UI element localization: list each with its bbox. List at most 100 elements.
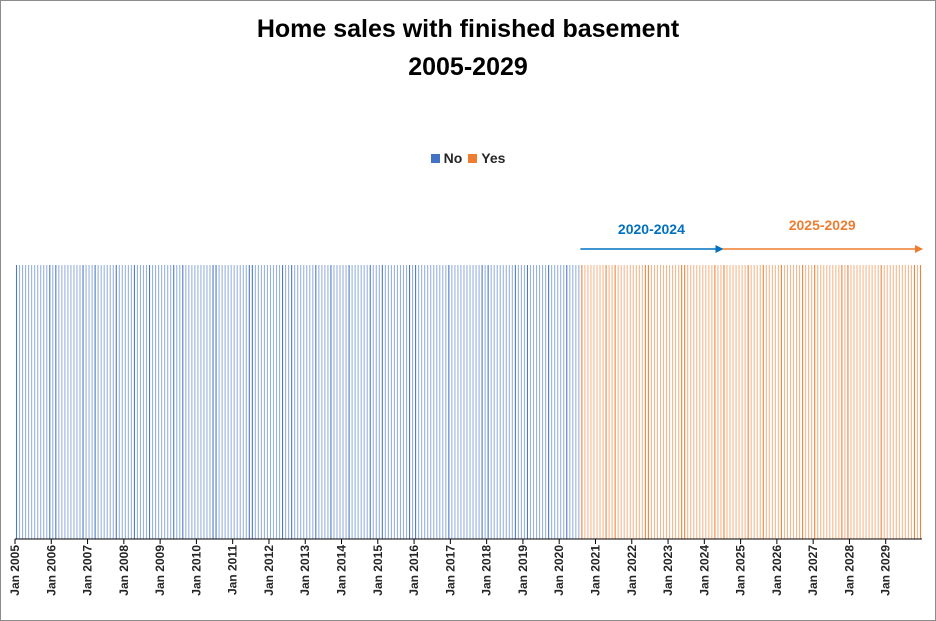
bar-yes [799, 265, 801, 539]
bar-no [221, 265, 223, 539]
bar-yes [593, 265, 595, 539]
bar-no [197, 265, 199, 539]
bar-no [55, 265, 57, 539]
bar-no [233, 265, 235, 539]
bar-yes [687, 265, 689, 539]
bar-no [339, 265, 341, 539]
bar-yes [711, 265, 713, 539]
bar-no [378, 265, 380, 539]
bar-no [242, 265, 244, 539]
bar-yes [829, 265, 831, 539]
bar-yes [669, 265, 671, 539]
bar-yes [817, 265, 819, 539]
x-tick-label: Jan 2025 [734, 545, 748, 596]
x-tick-label: Jan 2018 [480, 545, 494, 596]
x-tick-label: Jan 2020 [552, 545, 566, 596]
bar-no [15, 265, 18, 539]
bar-no [315, 265, 317, 539]
bar-no [557, 265, 559, 539]
annotation-label: 2020-2024 [618, 221, 685, 237]
bar-no [67, 265, 69, 539]
bar-yes [653, 265, 655, 539]
bar-no [185, 265, 187, 539]
bar-no [46, 265, 48, 539]
x-tick-label: Jan 2011 [226, 545, 240, 595]
chart-subtitle: 2005-2029 [408, 53, 528, 81]
bar-no [294, 265, 296, 539]
bar-no [384, 265, 386, 539]
x-tick-label: Jan 2008 [117, 545, 131, 596]
bar-no [118, 265, 120, 539]
bar-no [532, 265, 535, 539]
bar-no [439, 265, 441, 539]
legend-swatch-no [430, 153, 440, 163]
bar-no [73, 265, 75, 539]
bar-no [496, 265, 498, 539]
bar-no [285, 265, 287, 539]
bar-no [478, 265, 480, 539]
x-tick-label: Jan 2015 [371, 545, 385, 596]
bar-no [469, 265, 471, 539]
bar-yes [859, 265, 861, 539]
bar-yes [853, 265, 855, 539]
bar-no [436, 265, 438, 539]
bar-yes [620, 265, 622, 539]
bar-no [572, 265, 574, 539]
x-tick-label: Jan 2027 [806, 545, 820, 596]
legend-label-no: No [443, 150, 463, 166]
bar-no [548, 265, 550, 539]
bar-no [514, 265, 516, 539]
bar-yes [756, 265, 758, 539]
bar-yes [808, 265, 810, 539]
x-tick-label: Jan 2019 [516, 545, 530, 596]
bar-yes [877, 265, 879, 539]
bar-no [170, 265, 172, 539]
bar-no [330, 265, 332, 539]
bar-yes [910, 265, 912, 539]
bar-yes [735, 265, 737, 539]
bar-yes [717, 265, 719, 539]
x-tick-label: Jan 2023 [661, 545, 675, 596]
bar-no [52, 265, 54, 539]
bar-yes [599, 265, 601, 539]
bar-yes [856, 265, 858, 539]
bar-yes [623, 265, 625, 539]
bar-no [31, 265, 33, 539]
bar-no [421, 265, 423, 539]
x-tick-label: Jan 2007 [81, 545, 95, 596]
bar-no [173, 265, 175, 539]
bar-no [179, 265, 181, 539]
bar-no [363, 265, 365, 539]
bar-no [560, 265, 562, 539]
bar-yes [614, 265, 616, 539]
bar-yes [862, 265, 864, 539]
bar-no [451, 265, 453, 539]
bar-yes [768, 265, 770, 539]
bar-no [209, 265, 211, 539]
bar-no [381, 265, 383, 539]
legend: No Yes [1, 150, 935, 166]
bar-no [25, 265, 27, 539]
x-tick-label: Jan 2009 [153, 545, 167, 596]
bar-yes [904, 265, 906, 539]
bar-no [76, 265, 78, 539]
bar-yes [802, 265, 804, 539]
bar-no [306, 265, 308, 539]
bar-no [327, 265, 329, 539]
bar-yes [913, 265, 915, 539]
bar-yes [635, 265, 637, 539]
bar-yes [868, 265, 870, 539]
bar-no [112, 265, 114, 539]
bar-no [182, 265, 184, 539]
x-tick-label: Jan 2013 [298, 545, 312, 596]
bar-no [18, 265, 21, 539]
bar-yes [581, 265, 583, 539]
bar-yes [632, 265, 634, 539]
bar-yes [795, 265, 798, 539]
bar-no [409, 265, 411, 539]
bar-no [309, 265, 311, 539]
bar-no [22, 265, 24, 539]
bar-yes [780, 265, 782, 539]
bar-no [194, 265, 196, 539]
bar-yes [883, 265, 885, 539]
